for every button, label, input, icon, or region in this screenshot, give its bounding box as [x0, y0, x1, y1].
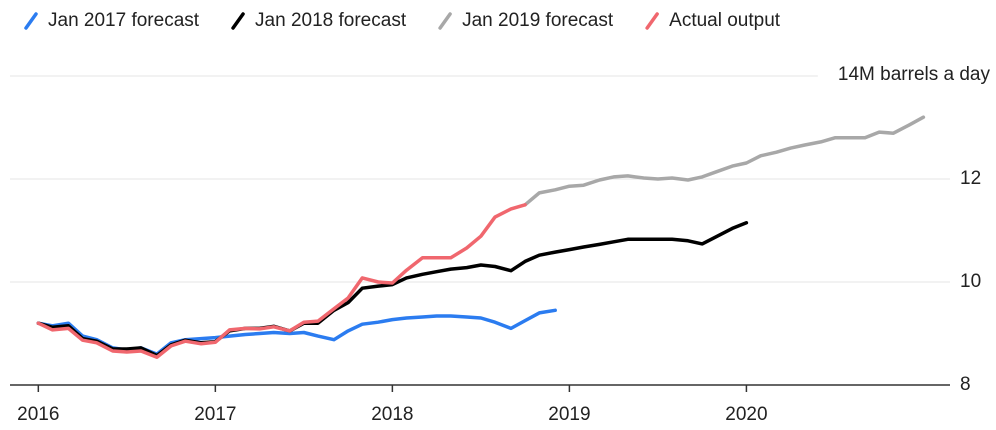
x-tick-label: 2018 [371, 404, 413, 425]
series-line [36, 221, 749, 358]
legend-item: Jan 2017 forecast [24, 10, 200, 31]
legend-swatch [645, 12, 659, 30]
x-tick-label: 2020 [725, 404, 767, 425]
legend-swatch [231, 12, 245, 30]
legend-item: Jan 2019 forecast [438, 10, 614, 31]
legend-label: Jan 2018 forecast [255, 10, 407, 31]
legend-swatch [24, 12, 38, 30]
x-tick-label: 2019 [548, 404, 590, 425]
y-tick-label: 10 [960, 271, 981, 292]
x-tick-label: 2016 [17, 404, 59, 425]
legend-label: Jan 2019 forecast [462, 10, 614, 31]
series-line [523, 115, 926, 207]
x-tick-label: 2017 [194, 404, 236, 425]
legend-swatch [438, 12, 452, 30]
legend-label: Actual output [669, 10, 781, 31]
series-line [36, 203, 527, 359]
legend-item: Actual output [645, 10, 781, 31]
y-tick-label: 12 [960, 168, 981, 189]
legend-label: Jan 2017 forecast [48, 10, 200, 31]
y-tick-label: 14M barrels a day [838, 64, 991, 85]
y-tick-label: 8 [960, 374, 971, 395]
legend-item: Jan 2018 forecast [231, 10, 407, 31]
